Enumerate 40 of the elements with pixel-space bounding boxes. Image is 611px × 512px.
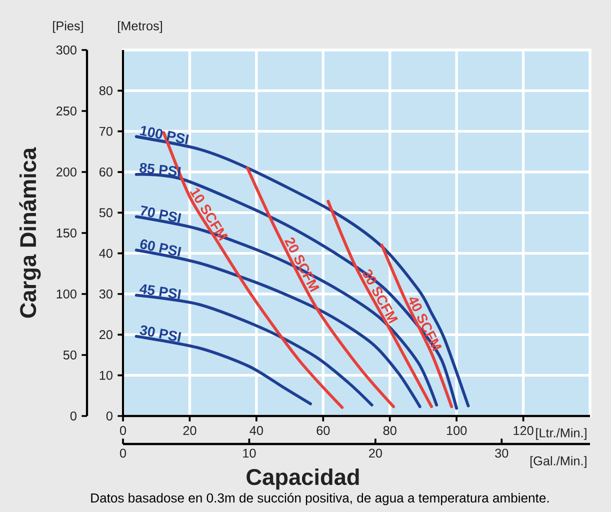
x2-tick-label: 20: [369, 448, 382, 458]
y-tick-label: 10: [100, 370, 112, 380]
text: 45 PSI: [139, 284, 181, 300]
y-tick-label: 0: [106, 412, 112, 420]
text: 60 PSI: [140, 239, 182, 257]
y2-tick-label: 0: [70, 412, 76, 420]
y2-tick-label: 200: [56, 168, 76, 176]
x-tick-label: 60: [316, 426, 330, 436]
x-axis-title: Capacidad: [246, 468, 359, 490]
x2-axis-title: [Gal./Min.]: [530, 456, 586, 468]
x2-tick-label: 30: [495, 448, 508, 458]
y2-tick-label: 150: [56, 228, 76, 238]
text: [Pies]: [53, 21, 83, 33]
x-tick-label: 100: [446, 426, 467, 436]
text: 100 PSI: [140, 126, 189, 144]
y-tick-label: 60: [100, 168, 112, 176]
text: 70 PSI: [141, 206, 182, 223]
text: [Metros]: [118, 21, 162, 33]
x2-tick-label: 10: [243, 448, 256, 458]
y-tick-label: 80: [99, 86, 112, 96]
text: 30 PSI: [140, 325, 182, 342]
y-tick-label: 70: [100, 126, 112, 136]
y2-tick-label: 100: [56, 290, 76, 298]
text: 85 PSI: [140, 162, 181, 177]
y2-axis-title: Carga Dinámica: [19, 147, 41, 318]
text: Datos basadose en 0.3m de succión positiva, de agua a temperatura ambiente.: [91, 492, 549, 506]
y2-tick-label: 300: [56, 46, 76, 54]
x-tick-label: 0: [120, 426, 126, 436]
x-tick-label: 120: [514, 426, 534, 436]
y-tick-label: 30: [99, 290, 112, 298]
x2-tick-label: 0: [120, 448, 126, 458]
y2-tick-label: 250: [56, 106, 76, 116]
x-tick-label: 20: [183, 426, 196, 436]
text: [Ltr./Min.]: [536, 428, 586, 440]
y-tick-label: 20: [99, 330, 112, 340]
y-tick-label: 40: [99, 248, 112, 258]
x-tick-label: 80: [383, 426, 396, 436]
y-tick-label: 50: [99, 208, 112, 218]
x-tick-label: 40: [250, 426, 263, 436]
y2-tick-label: 50: [63, 350, 76, 360]
